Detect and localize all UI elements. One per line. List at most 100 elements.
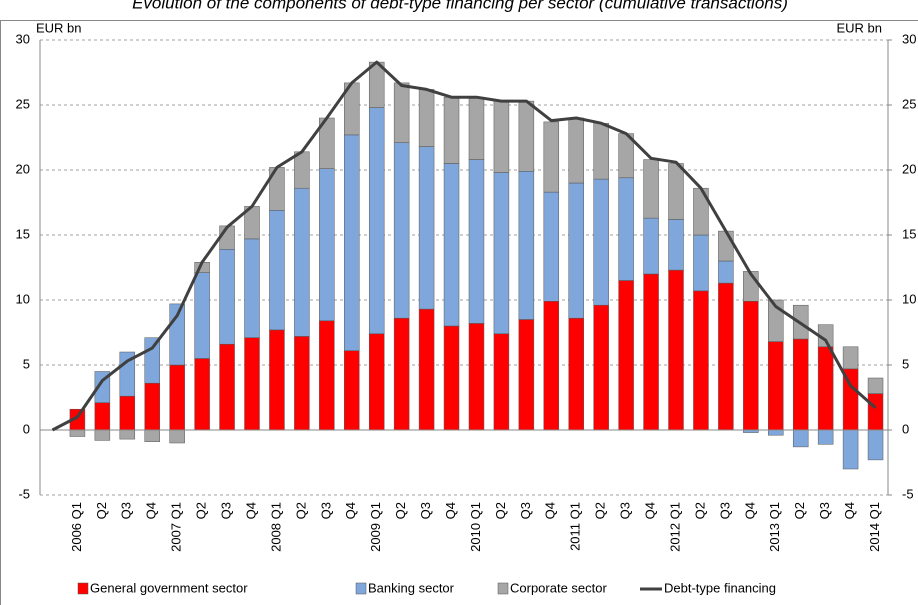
x-tick-label: Q3 <box>418 502 433 519</box>
x-tick-label: Q4 <box>742 502 757 519</box>
bar <box>144 337 160 384</box>
bar <box>618 177 634 281</box>
x-tick-label: Q2 <box>593 502 608 519</box>
x-tick-label: Q2 <box>692 502 707 519</box>
y2-tick-label: 25 <box>902 96 916 111</box>
x-tick-label: Q3 <box>717 502 732 519</box>
bar <box>693 290 709 431</box>
bar <box>443 163 460 327</box>
legend-swatch <box>355 582 367 595</box>
bar <box>593 178 609 306</box>
y2-tick-label: 10 <box>902 291 916 306</box>
y-tick-label: 20 <box>16 161 30 176</box>
x-tick-label: Q4 <box>243 502 258 519</box>
bar <box>618 280 634 431</box>
x-tick-label: Q2 <box>792 502 807 519</box>
x-tick-label: 2009 Q1 <box>368 502 383 552</box>
bar <box>368 107 385 335</box>
bar <box>817 346 834 431</box>
chart-border <box>0 20 918 605</box>
x-tick-label: Q3 <box>817 502 832 519</box>
bar <box>867 429 884 461</box>
bar <box>393 142 410 319</box>
bar <box>144 429 160 442</box>
bar <box>842 346 859 370</box>
legend-item: Corporate sector <box>497 580 607 595</box>
x-tick-label: Q2 <box>194 502 209 519</box>
bar <box>518 100 535 172</box>
bar <box>768 341 784 431</box>
bar <box>518 171 535 320</box>
bar <box>743 301 759 431</box>
bar <box>194 358 210 431</box>
bar <box>593 304 609 431</box>
bar <box>468 96 485 160</box>
legend-label: Corporate sector <box>510 580 607 595</box>
x-tick-label: Q4 <box>842 502 857 519</box>
legend-item: Debt-type financing <box>640 580 776 595</box>
bar <box>393 317 410 431</box>
bar <box>518 319 535 431</box>
bar <box>94 402 111 431</box>
bar <box>69 429 86 437</box>
x-tick-label: 2012 Q1 <box>667 502 682 552</box>
x-tick-label: Q3 <box>618 502 633 519</box>
legend-label: General government sector <box>90 580 248 595</box>
y-tick-label: 25 <box>16 96 30 111</box>
x-tick-label: Q3 <box>318 502 333 519</box>
legend-label: Banking sector <box>368 580 455 595</box>
bar <box>718 260 734 284</box>
x-tick-label: 2014 Q1 <box>867 502 882 552</box>
bar <box>468 323 485 431</box>
bar <box>119 429 136 440</box>
bar <box>418 308 435 431</box>
y-tick-label: 0 <box>23 421 30 436</box>
legend-item: General government sector <box>77 580 248 595</box>
y2-tick-label: 30 <box>902 31 916 46</box>
bar <box>792 429 809 448</box>
bar <box>368 333 385 431</box>
bar <box>418 146 435 310</box>
bar <box>169 364 185 431</box>
bar <box>543 121 560 193</box>
y2-tick-label: -5 <box>902 486 914 501</box>
x-tick-label: Q3 <box>518 502 533 519</box>
y2-axis-label: EUR bn <box>836 20 882 35</box>
y2-tick-label: 15 <box>902 226 916 241</box>
x-tick-label: Q3 <box>119 502 134 519</box>
bar <box>443 96 460 164</box>
bar <box>867 377 884 394</box>
y2-tick-label: 5 <box>902 356 909 371</box>
bar <box>543 191 560 302</box>
bar <box>643 217 659 275</box>
bar <box>643 273 659 431</box>
y-tick-label: 10 <box>16 291 30 306</box>
y-tick-label: 30 <box>16 31 30 46</box>
x-tick-label: Q2 <box>94 502 109 519</box>
bar <box>817 429 834 445</box>
bar <box>344 350 360 431</box>
line <box>51 60 877 432</box>
y-tick-label: 5 <box>23 356 30 371</box>
y2-tick-label: 0 <box>902 421 909 436</box>
bar <box>493 100 510 173</box>
bar <box>244 337 260 431</box>
legend-label: Debt-type financing <box>664 580 776 595</box>
bar <box>94 429 111 441</box>
bar <box>344 134 360 351</box>
y-tick-label: 15 <box>16 226 30 241</box>
bar <box>668 163 684 220</box>
legend-item: Banking sector <box>355 580 455 595</box>
bar <box>468 159 485 324</box>
x-tick-label: 2013 Q1 <box>767 502 782 552</box>
bar <box>568 317 584 431</box>
bar <box>768 429 784 436</box>
bar <box>144 382 160 431</box>
bar <box>269 329 285 431</box>
bar <box>219 249 235 345</box>
x-tick-label: Q2 <box>393 502 408 519</box>
bar <box>319 320 335 431</box>
bar <box>194 272 210 359</box>
bar <box>668 219 684 271</box>
